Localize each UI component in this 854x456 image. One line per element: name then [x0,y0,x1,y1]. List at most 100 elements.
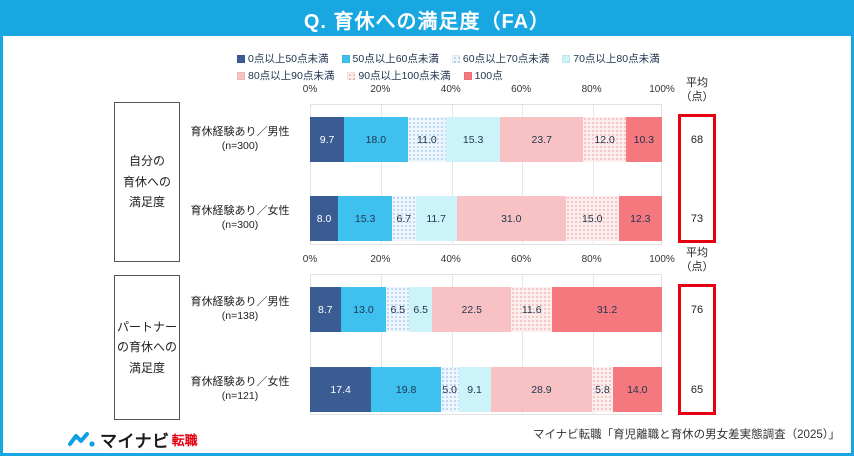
axis-tick-label: 0% [302,254,318,265]
legend-item: 90点以上100点未満 [347,68,451,83]
bar-segment: 6.5 [409,287,433,332]
bar-segment: 10.3 [625,117,662,162]
legend-label: 100点 [474,70,503,82]
bar-value: 11.7 [426,212,446,225]
bar-value: 6.5 [390,303,406,316]
row-label: 育休経験あり／女性 (n=300) [190,204,290,232]
average-value: 65 [690,383,704,396]
bar-segment: 23.7 [500,117,584,162]
bar-segment: 31.2 [552,287,662,332]
bar-value: 28.9 [531,383,552,396]
bar-value: 9.7 [319,133,335,146]
axis-tick-label: 80% [581,84,602,95]
axis-tick-label: 60% [511,254,532,265]
legend-item: 50点以上60点未満 [341,51,439,66]
category-label: 自分の 育休への 満足度 [122,154,171,210]
axis-tick-label: 100% [649,84,675,95]
bar-segment: 11.0 [407,117,447,162]
legend-swatch-icon [562,54,571,63]
legend-swatch-icon [341,54,350,63]
title-bar: Q. 育休への満足度（FA） [3,3,851,36]
bar: 8.0 15.3 6.7 11.7 31.0 15.0 12.3 [310,196,662,241]
legend-swatch-icon [347,71,356,80]
legend-label: 90点以上100点未満 [358,70,451,82]
bar-segment: 22.5 [432,287,512,332]
row-label: 育休経験あり／女性 (n=121) [190,375,290,403]
gridline [522,105,524,244]
bar-segment: 14.0 [612,367,662,412]
axis-tick-label: 20% [370,84,391,95]
bar-segment: 6.7 [392,196,416,241]
gridline [381,105,383,244]
average-value: 76 [690,303,704,316]
legend-item: 80点以上90点未満 [237,68,334,83]
bar-segment: 15.3 [446,117,501,162]
category-label: パートナー の育休への 満足度 [116,319,177,375]
legend-swatch-icon [463,71,472,80]
legend-label: 70点以上80点未満 [573,53,660,65]
row-label: 育休経験あり／男性 (n=138) [190,295,290,323]
legend-row: 0点以上50点未満 50点以上60点未満 60点以上70点未満 70点以上80点未満 [237,51,697,66]
bar: 8.7 13.0 6.5 6.5 22.5 11.6 31.2 [310,287,662,332]
bar-segment: 9.7 [310,117,345,162]
bar-segment: 18.0 [344,117,408,162]
legend-swatch-icon [237,71,245,80]
legend-item: 100点 [463,68,503,83]
legend-label: 80点以上90点未満 [248,70,335,82]
legend-label: 50点以上60点未満 [352,53,439,65]
bar-segment: 9.1 [458,367,491,412]
citation: マイナビ転職「育児離職と育休の男女差実態調査（2025）」 [532,429,840,441]
bar-value: 22.5 [461,303,482,316]
bar-segment: 28.9 [490,367,593,412]
legend-swatch-icon [237,54,245,63]
gridline [592,105,594,244]
average-box [678,114,716,243]
bar-value: 15.0 [582,212,603,225]
bar-value: 15.3 [462,133,484,146]
logo-text: マイナビ [100,432,170,451]
bar-value: 17.4 [330,383,351,396]
bar-value: 31.2 [596,303,618,316]
bar-value: 8.0 [316,212,332,225]
axis-tick-label: 40% [440,84,461,95]
bar-value: 23.7 [531,133,552,146]
legend-swatch-icon [451,54,460,63]
bar-segment: 11.7 [415,196,457,241]
legend-item: 0点以上50点未満 [237,51,329,66]
axis-tick-label: 100% [649,254,675,265]
gridline [522,275,524,414]
bar-value: 15.3 [354,212,376,225]
gridline [381,275,383,414]
bar-value: 14.0 [627,383,648,396]
bar-segment: 12.0 [583,117,626,162]
bar-value: 12.3 [630,212,651,225]
bar-segment: 8.0 [310,196,339,241]
bar-value: 13.0 [353,303,374,316]
bar-segment: 15.3 [338,196,392,241]
average-box [678,284,716,415]
bar-value: 6.7 [396,212,412,225]
legend: 0点以上50点未満 50点以上60点未満 60点以上70点未満 70点以上80点未満 8… [237,51,697,85]
legend-row: 80点以上90点未満 90点以上100点未満 100点 [237,68,697,83]
axis-tick-label: 60% [511,84,532,95]
bar-segment: 5.8 [592,367,613,412]
bar-value: 10.3 [633,133,655,146]
bar-segment: 8.7 [310,287,341,332]
bar-segment: 13.0 [340,287,387,332]
page-title: Q. 育休への満足度（FA） [303,11,551,33]
bar-segment: 6.5 [386,287,410,332]
legend-item: 70点以上80点未満 [562,51,660,66]
bar-value: 5.0 [442,383,458,396]
bar-value: 12.0 [594,133,615,146]
bar-value: 9.1 [467,383,482,396]
bar-segment: 19.8 [371,367,441,412]
bar-segment: 5.0 [440,367,459,412]
bar-value: 31.0 [501,212,522,225]
axis-tick-label: 40% [440,254,461,265]
gridline [592,275,594,414]
average-value: 68 [690,133,704,146]
logo-suffix: 転職 [171,433,198,448]
average-value: 73 [690,212,704,225]
footer-logo: マイナビ 転職 [68,427,198,452]
